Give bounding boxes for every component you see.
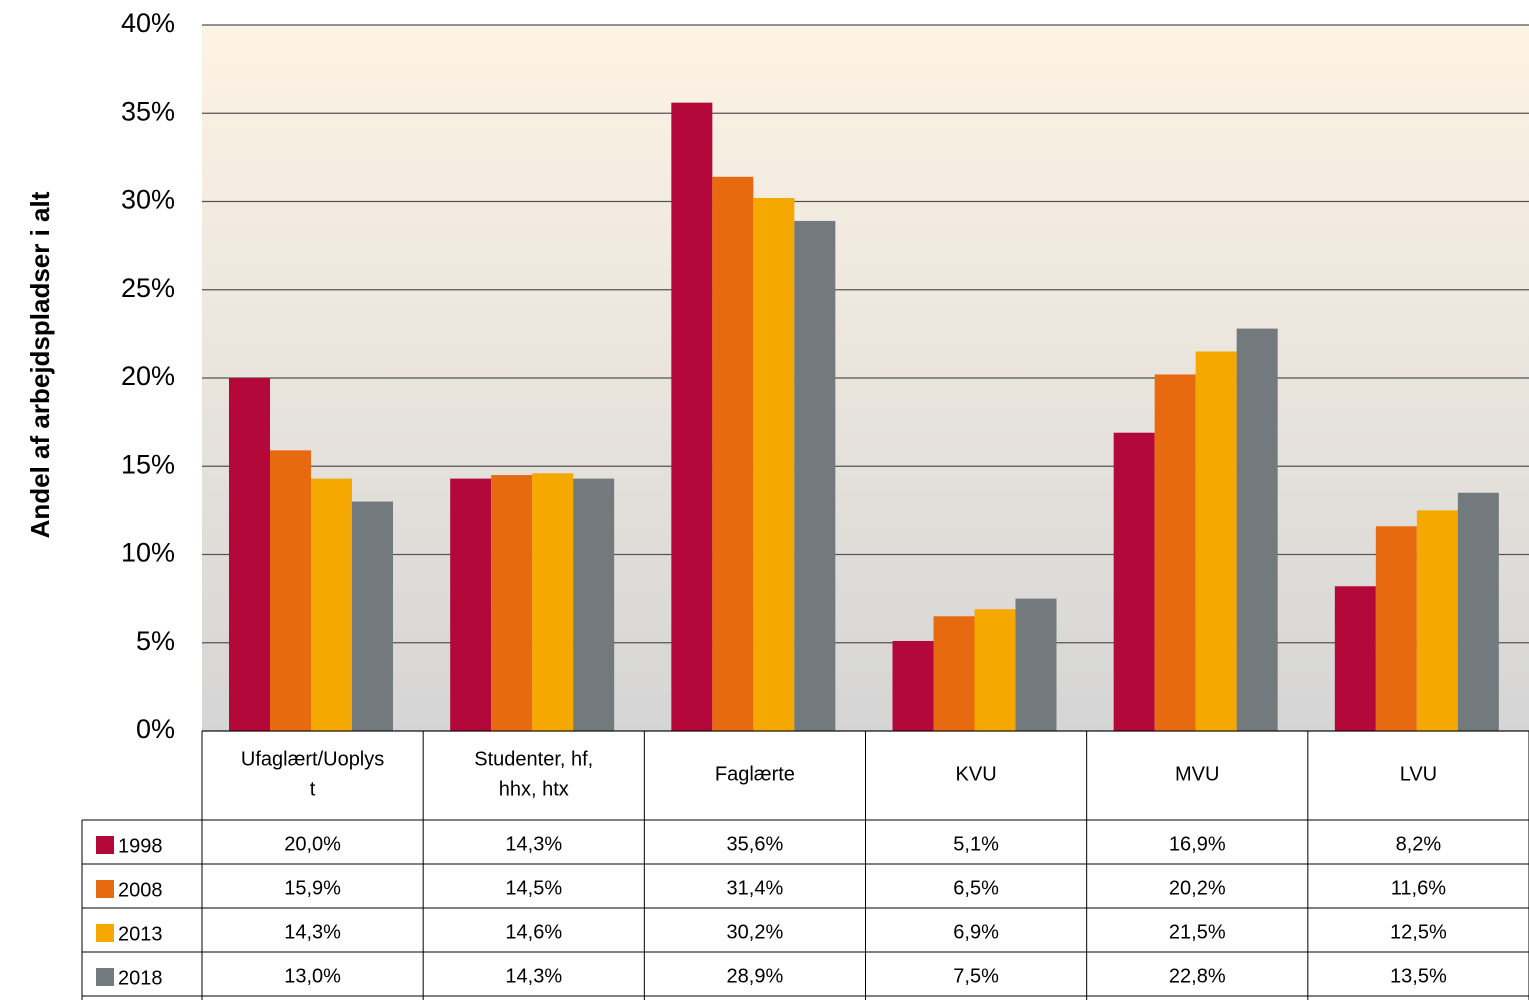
bar xyxy=(491,475,533,731)
y-tick-label: 35% xyxy=(121,96,175,126)
bar xyxy=(1416,510,1458,731)
y-tick-label: 15% xyxy=(121,449,175,479)
table-value: 14,3% xyxy=(284,921,341,943)
y-tick-label: 5% xyxy=(136,626,175,656)
table-value: 30,2% xyxy=(727,921,784,943)
bar xyxy=(1334,586,1376,731)
legend-label: 2008 xyxy=(118,879,163,901)
legend-label: 2013 xyxy=(118,923,163,945)
table-value: 6,5% xyxy=(953,877,999,899)
label-line: KVU xyxy=(956,764,997,786)
bar xyxy=(1015,598,1057,731)
legend-label: 2018 xyxy=(118,967,163,989)
legend-swatch xyxy=(96,880,114,898)
legend-label: 1998 xyxy=(118,835,163,857)
x-tick-label: Ufaglært/Uoplys t xyxy=(241,749,384,801)
bar xyxy=(933,616,975,731)
table-value: 8,2% xyxy=(1396,833,1442,855)
x-tick-label: Faglærte xyxy=(715,764,795,786)
bar xyxy=(229,378,270,731)
bar xyxy=(1236,328,1278,731)
table-value: 11,6% xyxy=(1391,877,1446,899)
bar xyxy=(1457,492,1499,731)
y-tick-label: 40% xyxy=(121,8,175,38)
label-line: Studenter, hf, xyxy=(474,749,593,771)
bar xyxy=(573,478,615,731)
bar xyxy=(450,478,492,731)
bar xyxy=(1113,432,1155,731)
bar xyxy=(1375,526,1417,731)
table-value: 13,5% xyxy=(1390,965,1447,987)
table-value: 15,9% xyxy=(284,877,341,899)
label-line: hhx, htx xyxy=(499,779,569,801)
table-value: 14,3% xyxy=(505,833,562,855)
x-tick-label: LVU xyxy=(1400,764,1437,786)
table-value: 14,6% xyxy=(505,921,562,943)
table-value: 31,4% xyxy=(727,877,784,899)
y-tick-label: 0% xyxy=(136,714,175,744)
y-tick-label: 10% xyxy=(121,538,175,568)
table-value: 20,2% xyxy=(1169,877,1226,899)
table-value: 14,5% xyxy=(505,877,562,899)
table-value: 22,8% xyxy=(1169,965,1226,987)
x-tick-label: MVU xyxy=(1175,764,1219,786)
y-tick-label: 20% xyxy=(121,361,175,391)
table-value: 21,5% xyxy=(1169,921,1226,943)
table-value: 6,9% xyxy=(953,921,999,943)
table-value: 12,5% xyxy=(1390,921,1447,943)
table-value: 7,5% xyxy=(953,965,999,987)
table-value: 13,0% xyxy=(284,965,341,987)
bar xyxy=(1154,374,1196,731)
table-value: 28,9% xyxy=(727,965,784,987)
table-value: 14,3% xyxy=(505,965,562,987)
bar xyxy=(1195,351,1237,731)
legend-swatch xyxy=(96,924,114,942)
table-value: 20,0% xyxy=(284,833,341,855)
bar xyxy=(753,197,795,732)
label-line: MVU xyxy=(1175,764,1219,786)
bar xyxy=(794,220,836,732)
y-tick-label: 30% xyxy=(121,185,175,215)
x-tick-label: KVU xyxy=(956,764,997,786)
legend-swatch xyxy=(96,968,114,986)
x-tick-label: Studenter, hf, hhx, htx xyxy=(474,749,593,801)
y-axis-label: Andel af arbejdspladser i alt xyxy=(25,191,55,538)
label-line: Ufaglært/Uoplys xyxy=(241,749,384,771)
bar xyxy=(532,473,574,731)
bar xyxy=(892,640,934,731)
table-value: 35,6% xyxy=(727,833,784,855)
label-line: LVU xyxy=(1400,764,1437,786)
bar xyxy=(671,102,713,731)
label-line: t xyxy=(310,779,316,801)
bar xyxy=(974,609,1016,731)
y-tick-label: 25% xyxy=(121,273,175,303)
bar xyxy=(270,450,311,731)
label-line: Faglærte xyxy=(715,764,795,786)
table-value: 5,1% xyxy=(953,833,999,855)
table-value: 16,9% xyxy=(1169,833,1226,855)
bar xyxy=(712,176,754,732)
legend-swatch xyxy=(96,836,114,854)
bar xyxy=(311,478,352,731)
bar xyxy=(352,501,393,731)
